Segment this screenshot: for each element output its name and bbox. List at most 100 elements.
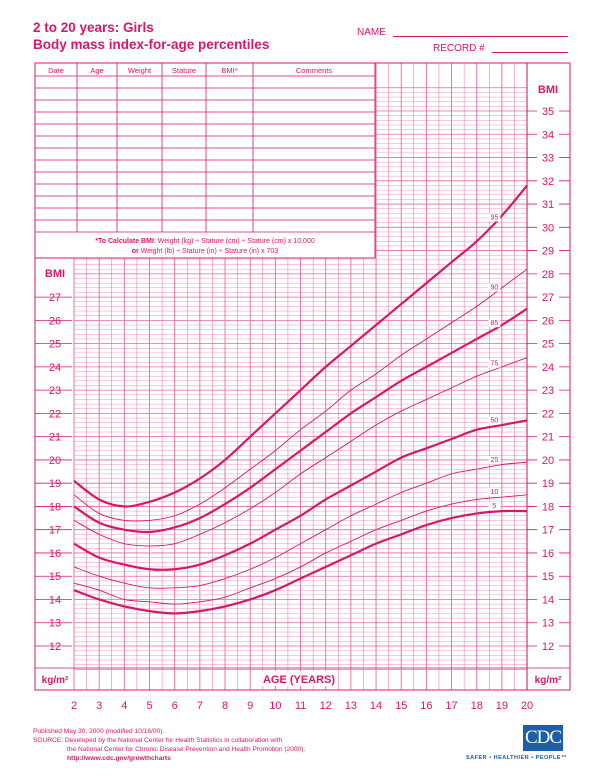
bmi-formula-line1: *To Calculate BMI: Weight (kg) ÷ Stature… [95, 238, 315, 245]
percentile-label-bg [488, 501, 501, 510]
tick-bg [537, 221, 559, 234]
y-tick-label-left: 13 [49, 618, 61, 630]
unit-label-right: kg/m² [535, 675, 562, 686]
percentile-curves [73, 184, 528, 615]
xlabel-bg [261, 671, 337, 686]
percentile-label-bg [488, 319, 501, 328]
y-tick-label-left: 25 [49, 339, 61, 351]
record-field[interactable] [492, 52, 568, 53]
x-tick-label: 15 [395, 700, 407, 712]
x-tick-label: 2 [71, 700, 77, 712]
y-tick-label-left: 16 [49, 548, 61, 560]
table-header-bmi: BMI* [221, 66, 237, 75]
percentile-label-90: 90 [490, 284, 498, 291]
x-tick-label: 6 [172, 700, 178, 712]
tick-bg [537, 267, 559, 280]
tick-bg [537, 523, 559, 536]
chart-title-line1: 2 to 20 years: Girls [33, 20, 154, 35]
x-axis-title: AGE (YEARS) [263, 674, 335, 686]
unit-bg [528, 669, 570, 689]
data-entry-table [34, 62, 376, 259]
unit-bg [36, 669, 73, 689]
x-tick-label: 12 [320, 700, 332, 712]
tick-bg [537, 105, 559, 118]
chart-title-line2: Body mass index-for-age percentiles [33, 37, 270, 52]
tick-bg [537, 337, 559, 350]
x-tick-label: 9 [247, 700, 253, 712]
bmi-label-bg [529, 82, 569, 96]
tick-bg [537, 546, 559, 559]
percentile-label-bg [488, 213, 501, 222]
y-tick-label-left: 20 [49, 455, 61, 467]
name-label: NAME [357, 27, 386, 38]
percentile-curve-5 [73, 509, 528, 615]
y-tick-label-left: 26 [49, 315, 61, 327]
cdc-logo: CDC [523, 725, 563, 751]
percentile-label-bg [488, 283, 501, 292]
x-tick-label: 17 [445, 700, 457, 712]
y-tick-label-left: 19 [49, 478, 61, 490]
percentile-label-85: 85 [490, 320, 498, 327]
tick-bg [537, 244, 559, 257]
source-line2: the National Center for Chronic Disease … [67, 746, 306, 753]
y-tick-label-left: 27 [49, 292, 61, 304]
tick-bg [537, 430, 559, 443]
tick-bg [537, 314, 559, 327]
y-tick-label-right: 20 [542, 455, 554, 467]
y-tick-label-right: 24 [542, 362, 554, 374]
percentile-label-bg [488, 487, 501, 496]
y-tick-label-right: 18 [542, 501, 554, 513]
y-tick-label-left: 12 [49, 641, 61, 653]
percentile-curve-50 [73, 419, 528, 571]
cdc-url-link[interactable]: http://www.cdc.gov/growthcharts [67, 755, 171, 762]
percentile-curve-75 [73, 357, 528, 547]
percentile-curve-25 [73, 461, 528, 589]
percentile-label-50: 50 [490, 417, 498, 424]
x-tick-label: 20 [521, 700, 533, 712]
x-tick-label: 13 [345, 700, 357, 712]
tick-bg [537, 616, 559, 629]
y-tick-label-right: 16 [542, 548, 554, 560]
x-tick-label: 14 [370, 700, 382, 712]
record-label: RECORD # [433, 43, 485, 54]
x-tick-label: 8 [222, 700, 228, 712]
y-tick-label-right: 17 [542, 525, 554, 537]
percentile-label-bg [488, 359, 501, 368]
x-tick-label: 11 [295, 700, 306, 712]
tick-bg [537, 500, 559, 513]
tick-bg [537, 384, 559, 397]
x-tick-label: 16 [420, 700, 432, 712]
y-tick-label-right: 19 [542, 478, 554, 490]
tick-bg [537, 291, 559, 304]
y-tick-label-right: 15 [542, 571, 554, 583]
x-tick-label: 10 [269, 700, 281, 712]
percentile-curve-95 [73, 184, 528, 508]
x-tick-label: 7 [197, 700, 203, 712]
x-tick-label: 3 [96, 700, 102, 712]
percentile-label-10: 10 [490, 489, 498, 496]
y-tick-label-right: 33 [542, 153, 554, 165]
percentile-label-bg [488, 455, 501, 464]
y-tick-label-right: 22 [542, 408, 554, 420]
table-header-date: Date [48, 66, 64, 75]
table-box [34, 62, 376, 259]
y-tick-label-right: 23 [542, 385, 554, 397]
y-tick-label-right: 35 [542, 106, 554, 118]
y-tick-label-right: 27 [542, 292, 554, 304]
grid [73, 63, 528, 690]
y-tick-label-left: 22 [49, 408, 61, 420]
y-tick-label-right: 30 [542, 222, 554, 234]
y-tick-label-left: 14 [49, 594, 61, 606]
name-field[interactable] [393, 36, 568, 37]
cdc-tagline: SAFER • HEALTHIER • PEOPLE™ [466, 755, 567, 761]
tick-bg [537, 593, 559, 606]
y-tick-label-right: 28 [542, 269, 554, 281]
x-tick-label: 4 [121, 700, 127, 712]
y-tick-label-right: 31 [542, 199, 554, 211]
percentile-label-bg [488, 416, 501, 425]
percentile-label-95: 95 [490, 214, 498, 221]
y-tick-label-left: 17 [49, 525, 61, 537]
y-tick-label-right: 14 [542, 594, 554, 606]
tick-bg [537, 174, 559, 187]
